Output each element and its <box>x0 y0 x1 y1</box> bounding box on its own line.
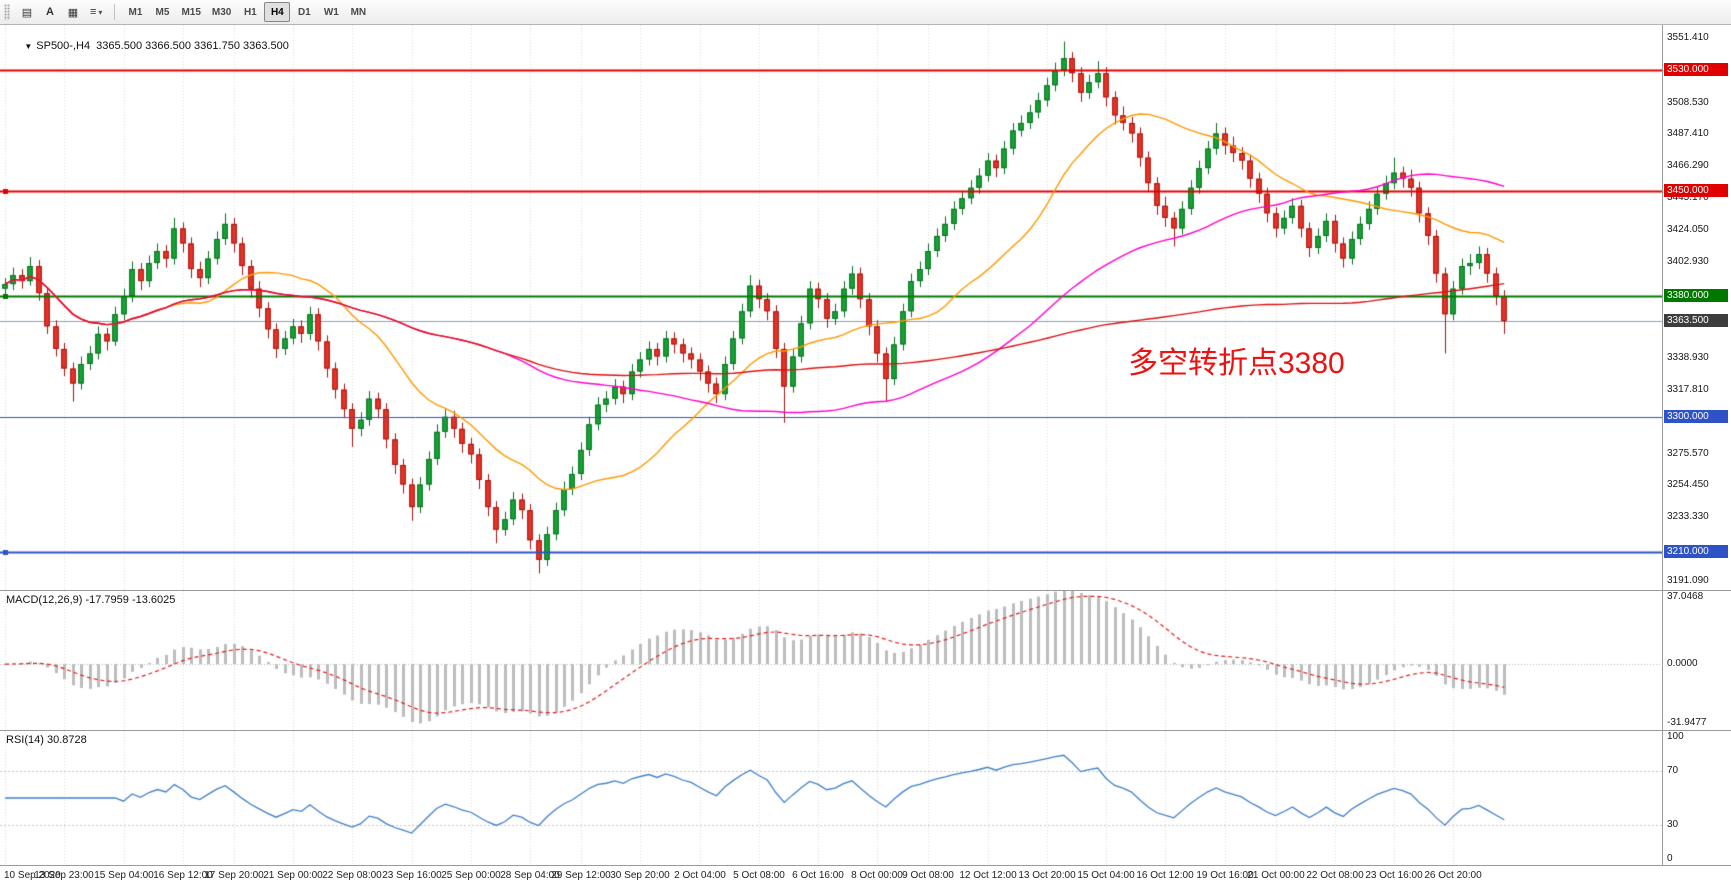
indicators-icon: ≡ <box>90 6 97 18</box>
time-tick-label: 26 Oct 20:00 <box>1424 870 1482 881</box>
time-tick-label: 12 Oct 12:00 <box>959 870 1017 881</box>
chart-annotation-text: 多空转折点3380 <box>1128 347 1345 381</box>
price-tick-label: 3191.090 <box>1667 574 1709 586</box>
price-tick-label: 3402.930 <box>1667 255 1709 267</box>
time-tick-label: 5 Oct 08:00 <box>733 870 785 881</box>
price-axis[interactable]: 3551.410 3508.530 3487.410 3466.290 3445.170… <box>1662 25 1731 590</box>
time-tick-label: 22 Sep 08:00 <box>322 870 382 881</box>
timeframe-h4-button[interactable]: H4 <box>264 2 291 22</box>
price-tick-label: 3275.570 <box>1667 447 1709 459</box>
timeframe-h1-button[interactable]: H1 <box>237 2 263 22</box>
macd-tick-label: 37.0468 <box>1667 591 1704 602</box>
time-tick-label: 28 Sep 04:00 <box>500 870 560 881</box>
rsi-tick-label: 0 <box>1667 853 1673 864</box>
time-tick-label: 17 Sep 20:00 <box>204 870 264 881</box>
time-tick-label: 10 Sep 2020 <box>4 870 61 881</box>
timeframe-m15-button[interactable]: M15 <box>176 2 205 22</box>
time-tick-label: 15 Oct 04:00 <box>1077 870 1135 881</box>
time-tick-label: 25 Sep 00:00 <box>441 870 501 881</box>
price-level-tag: 3210.000 <box>1664 545 1728 559</box>
rsi-axis[interactable]: 100 70 30 0 <box>1662 731 1731 865</box>
toolbar-drag-handle[interactable] <box>4 4 10 20</box>
timeframe-m1-button[interactable]: M1 <box>122 2 148 22</box>
time-tick-label: 9 Oct 08:00 <box>902 870 954 881</box>
rsi-label: RSI(14) 30.8728 <box>6 734 87 746</box>
price-tick-label: 3424.050 <box>1667 223 1709 235</box>
time-tick-label: 21 Sep 00:00 <box>263 870 323 881</box>
macd-tick-label: 0.0000 <box>1667 658 1698 670</box>
text-tool-glyph: A <box>46 6 54 18</box>
macd-panel: MACD(12,26,9) -17.7959 -13.6025 37.0468 0… <box>0 590 1731 730</box>
time-tick-label: 13 Oct 20:00 <box>1018 870 1076 881</box>
time-tick-label: 2 Oct 04:00 <box>674 870 726 881</box>
timeframe-m30-button[interactable]: M30 <box>207 2 236 22</box>
time-tick-label: 30 Sep 20:00 <box>610 870 670 881</box>
price-tick-label: 3466.290 <box>1667 160 1709 172</box>
time-tick-label: 23 Sep 16:00 <box>382 870 442 881</box>
symbol-dropdown-icon[interactable]: ▼ <box>24 42 33 51</box>
chart-window-glyph: ▤ <box>21 6 33 19</box>
time-tick-label: 19 Oct 16:00 <box>1196 870 1254 881</box>
price-level-tag: 3300.000 <box>1664 409 1728 423</box>
timeframe-w1-button[interactable]: W1 <box>318 2 344 22</box>
time-tick-label: 23 Oct 16:00 <box>1365 870 1423 881</box>
price-tick-label: 3317.810 <box>1667 383 1709 395</box>
price-tick-label: 3254.450 <box>1667 479 1709 491</box>
time-tick-label: 29 Sep 12:00 <box>551 870 611 881</box>
price-level-tag: 3530.000 <box>1664 63 1728 77</box>
text-tool-icon[interactable]: A <box>39 2 61 22</box>
time-tick-label: 16 Sep 12:00 <box>153 870 213 881</box>
symbol-ohlc-text: SP500-,H4 3365.500 3366.500 3361.750 336… <box>36 40 289 52</box>
rsi-panel: RSI(14) 30.8728 100 70 30 0 <box>0 730 1731 865</box>
toolbar-separator <box>114 4 116 20</box>
main-chart-panel: ▼ SP500-,H4 3365.500 3366.500 3361.750 33… <box>0 25 1731 590</box>
time-tick-label: 22 Oct 08:00 <box>1306 870 1364 881</box>
rsi-canvas[interactable] <box>0 731 1662 865</box>
symbol-ohlc-header: ▼ SP500-,H4 3365.500 3366.500 3361.750 33… <box>6 28 289 64</box>
time-tick-label: 16 Oct 12:00 <box>1136 870 1194 881</box>
macd-axis[interactable]: 37.0468 0.0000 -31.9477 <box>1662 591 1731 730</box>
price-tick-label: 3508.530 <box>1667 96 1709 108</box>
timeframe-d1-button[interactable]: D1 <box>291 2 317 22</box>
macd-tick-label: -31.9477 <box>1667 716 1707 728</box>
indicators-dropdown-button[interactable]: ≡ ▾ <box>85 2 107 22</box>
price-tick-label: 3551.410 <box>1667 31 1709 43</box>
time-axis[interactable]: 10 Sep 2020 13 Sep 23:00 15 Sep 04:00 16 Se… <box>0 865 1731 895</box>
main-chart-canvas[interactable] <box>0 25 1662 590</box>
macd-label: MACD(12,26,9) -17.7959 -13.6025 <box>6 594 176 606</box>
time-tick-label: 21 Oct 00:00 <box>1247 870 1305 881</box>
time-tick-label: 15 Sep 04:00 <box>94 870 154 881</box>
current-price-tag: 3363.500 <box>1664 314 1728 328</box>
price-tick-label: 3233.330 <box>1667 511 1709 523</box>
timeframe-mn-button[interactable]: MN <box>345 2 371 22</box>
rsi-tick-label: 70 <box>1667 765 1679 777</box>
chart-window-icon[interactable]: ▤ <box>16 2 38 22</box>
rsi-tick-label: 100 <box>1667 731 1684 742</box>
price-tick-label: 3445.170 <box>1667 192 1709 203</box>
time-tick-label: 13 Sep 23:00 <box>34 870 94 881</box>
timeframe-m5-button[interactable]: M5 <box>149 2 175 22</box>
price-level-tag: 3450.000 <box>1664 183 1728 197</box>
chart-type-icon[interactable]: ▦ <box>62 2 84 22</box>
chart-type-glyph: ▦ <box>67 6 79 19</box>
time-tick-label: 6 Oct 16:00 <box>792 870 844 881</box>
macd-canvas[interactable] <box>0 591 1662 730</box>
time-tick-label: 8 Oct 00:00 <box>851 870 903 881</box>
price-level-tag: 3380.000 <box>1664 289 1728 303</box>
toolbar: ▤ A ▦ ≡ ▾ M1 M5 M15 M30 H1 H4 D1 W1 MN <box>0 0 1731 25</box>
rsi-tick-label: 30 <box>1667 818 1679 830</box>
price-tick-label: 3338.930 <box>1667 352 1709 364</box>
price-tick-label: 3487.410 <box>1667 128 1709 140</box>
chevron-down-icon: ▾ <box>98 7 103 17</box>
